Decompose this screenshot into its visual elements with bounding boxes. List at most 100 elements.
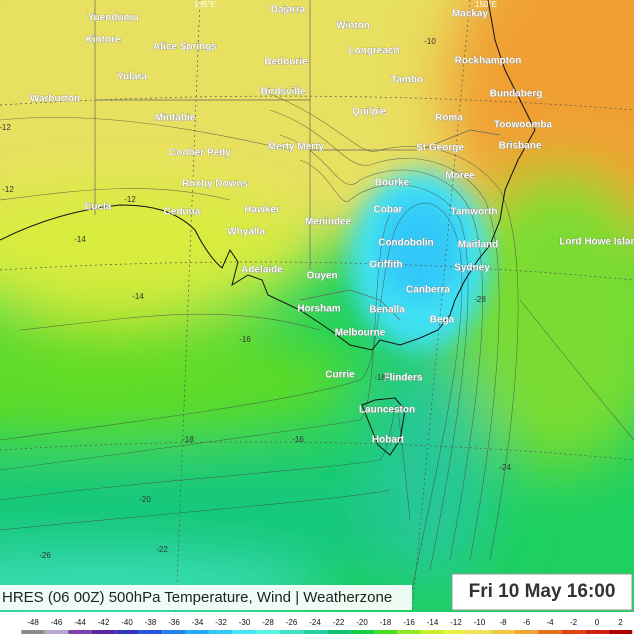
legend-tick-label: 0 — [595, 618, 600, 627]
wind-streamlines — [0, 89, 634, 601]
place-label: Lord Howe Island — [559, 237, 634, 248]
legend-swatch — [209, 630, 233, 634]
place-label: Ouyen — [306, 271, 337, 282]
place-label: Cobar — [374, 205, 403, 216]
place-label: Roxby Downs — [182, 179, 249, 190]
legend-tick-label: -18 — [380, 618, 392, 627]
contour-label: -18 — [182, 435, 194, 444]
place-label: Rockhampton — [455, 56, 522, 67]
place-label: Merty Merty — [268, 142, 325, 153]
legend-tick-label: -42 — [98, 618, 110, 627]
contour-label: -24 — [499, 463, 511, 472]
legend-swatch — [561, 630, 586, 634]
place-label: Mintabie — [155, 113, 196, 124]
place-label: Horsham — [297, 304, 340, 315]
contour-label: -12 — [124, 195, 136, 204]
contour-label: -20 — [139, 495, 151, 504]
place-label: Launceston — [359, 405, 415, 416]
contour-label: -14 — [74, 235, 86, 244]
legend-swatch — [585, 630, 609, 634]
legend-band — [0, 612, 634, 634]
legend: -48 -46 -44 -42 -40 -38 -36 -34 -32 -30 -28 -26 -24-… — [21, 618, 633, 634]
legend-swatch — [444, 630, 468, 634]
place-label: Canberra — [406, 285, 450, 296]
legend-swatch — [279, 630, 304, 634]
legend-tick-label: -34 — [192, 618, 204, 627]
coastline — [0, 0, 536, 456]
legend-swatch — [44, 630, 69, 634]
legend-tick-label: -10 — [474, 618, 486, 627]
legend-swatch — [420, 630, 445, 634]
place-label: Kintore — [86, 35, 121, 46]
legend-tick-label: -8 — [499, 618, 507, 627]
place-label: Coober Pedy — [169, 148, 231, 159]
place-label: Hawker — [244, 205, 280, 216]
legend-swatch — [608, 630, 633, 634]
place-label: Roma — [435, 113, 463, 124]
contour-label: -18 — [374, 373, 386, 382]
place-label: Condobolin — [378, 238, 434, 249]
legend-tick-label: -38 — [145, 618, 157, 627]
legend-swatch — [350, 630, 374, 634]
place-label: Benalla — [369, 305, 405, 316]
place-label: Dajarra — [271, 5, 306, 16]
legend-swatch — [514, 630, 539, 634]
contour-label: -16 — [239, 335, 251, 344]
place-labels: Yuendumu Kintore Alice Springs Yulara Warbur… — [30, 4, 634, 446]
legend-swatch — [373, 630, 398, 634]
legend-swatch — [185, 630, 210, 634]
place-label: Toowoomba — [494, 120, 553, 131]
contour-label: -12 — [2, 185, 14, 194]
legend-tick-label: -4 — [546, 618, 554, 627]
legend-swatch — [467, 630, 492, 634]
place-label: Adelaide — [241, 265, 283, 276]
place-label: Bundaberg — [490, 89, 543, 100]
legend-tick-label: -46 — [51, 618, 63, 627]
place-label: Griffith — [369, 260, 402, 271]
place-label: Moree — [445, 171, 475, 182]
meridian-label: 150°E — [475, 0, 497, 9]
place-label: Flinders — [384, 373, 423, 384]
legend-swatch — [68, 630, 92, 634]
legend-tick-label: -44 — [74, 618, 86, 627]
legend-swatch — [397, 630, 421, 634]
place-label: Winton — [336, 21, 370, 32]
legend-swatch — [162, 630, 186, 634]
timestamp-box — [451, 573, 633, 611]
legend-swatch — [303, 630, 327, 634]
legend-tick-label: -30 — [239, 618, 251, 627]
legend-tick-label: -26 — [286, 618, 298, 627]
legend-tick-label: -2 — [570, 618, 578, 627]
place-label: Longreach — [348, 46, 399, 57]
legend-tick-label: -20 — [356, 618, 368, 627]
contour-label: -10 — [424, 37, 436, 46]
meridian-label: 135°E — [194, 0, 216, 9]
legend-tick-label: -6 — [523, 618, 531, 627]
contour-label: -14 — [132, 292, 144, 301]
contour-label: -22 — [156, 545, 168, 554]
timestamp: Fri 10 May 16:00 — [469, 581, 616, 602]
contour-label: -28 — [474, 295, 486, 304]
place-label: Eucla — [85, 202, 112, 213]
legend-tick-label: -28 — [262, 618, 274, 627]
place-label: Menindee — [305, 217, 352, 228]
contour-labels: -10 -12 -12 -12 -14 -14 -16 -16 -18 -18 -20 -22 -24 -… — [0, 37, 511, 560]
legend-tick-label: -32 — [215, 618, 227, 627]
place-label: St George — [416, 143, 464, 154]
legend-tick-label: -14 — [427, 618, 439, 627]
place-label: Currie — [325, 370, 355, 381]
place-label: Mackay — [452, 9, 489, 20]
legend-swatch — [21, 630, 45, 634]
legend-tick-label: -12 — [450, 618, 462, 627]
place-label: Tamworth — [450, 207, 497, 218]
place-label: Yuendumu — [87, 13, 138, 24]
state-borders — [94, 0, 501, 321]
place-label: Alice Springs — [153, 42, 217, 53]
place-label: Hobart — [372, 435, 405, 446]
place-label: Bedourie — [264, 57, 308, 68]
legend-tick-label: -24 — [309, 618, 321, 627]
place-label: Bega — [430, 315, 455, 326]
legend-swatch — [115, 630, 139, 634]
